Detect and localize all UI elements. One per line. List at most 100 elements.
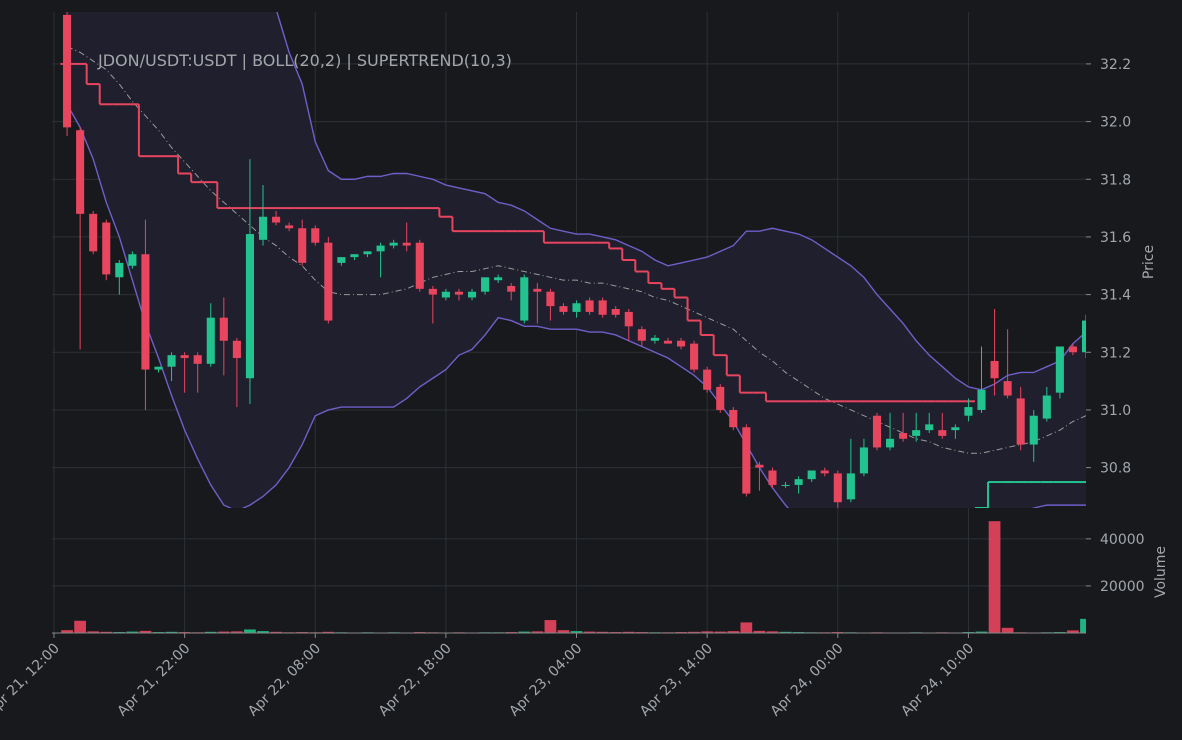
- candle-body: [755, 464, 764, 468]
- candle-body: [415, 242, 424, 289]
- candle-body: [128, 254, 137, 266]
- volume-bar: [100, 631, 113, 633]
- volume-bar: [766, 631, 779, 633]
- candle-body: [1029, 415, 1038, 445]
- candle-body: [494, 277, 503, 281]
- volume-bar: [779, 631, 792, 633]
- candle-body: [428, 288, 437, 295]
- candle-body: [167, 355, 176, 367]
- candle-body: [285, 225, 294, 229]
- volume-bar: [557, 630, 570, 633]
- candle-body: [324, 242, 333, 321]
- candle-body: [807, 470, 816, 480]
- candle-body: [1081, 320, 1086, 353]
- volume-bar: [544, 620, 557, 633]
- volume-bar: [74, 620, 87, 633]
- candle-body: [938, 430, 947, 436]
- candle-body: [846, 473, 855, 500]
- candle-body: [794, 479, 803, 485]
- candle-body: [115, 262, 124, 278]
- volume-bar: [126, 631, 139, 633]
- candle-body: [467, 291, 477, 298]
- y-tick-label: 30.8: [1100, 461, 1131, 477]
- candle-body: [676, 340, 686, 347]
- volume-bar: [231, 631, 243, 633]
- candle-body: [154, 366, 163, 370]
- candle-body: [219, 317, 228, 341]
- y-tick-label: 31.6: [1100, 230, 1131, 246]
- volume-bar: [596, 631, 609, 633]
- candle-body: [520, 277, 529, 321]
- candle-body: [611, 309, 620, 315]
- candle-body: [899, 433, 908, 439]
- volume-bar: [570, 631, 583, 633]
- y2-axis-label: Volume: [1153, 546, 1169, 598]
- candle-body: [363, 251, 372, 255]
- candle-body: [703, 369, 712, 390]
- candle-body: [585, 300, 594, 312]
- candle-body: [376, 245, 385, 252]
- candle-body: [690, 343, 699, 370]
- y-tick-label: 31.0: [1100, 403, 1131, 419]
- candle-body: [886, 438, 895, 448]
- y2-tick-label: 20000: [1100, 579, 1145, 595]
- volume-bar: [622, 631, 635, 633]
- candle-body: [245, 234, 254, 379]
- candle-body: [663, 340, 673, 344]
- x-tick-label: Apr 24, 10:00: [898, 641, 977, 720]
- candle-body: [1055, 346, 1064, 393]
- candle-body: [716, 386, 725, 410]
- x-tick-label: Apr 23, 14:00: [637, 641, 716, 720]
- volume-bar: [753, 630, 766, 633]
- candle-body: [977, 389, 986, 410]
- candle-body: [1068, 346, 1077, 353]
- volume-bar: [217, 631, 230, 633]
- candle-body: [820, 470, 829, 474]
- candle-body: [637, 329, 646, 341]
- x-tick-label: Apr 21, 12:00: [0, 641, 63, 720]
- candle-body: [768, 470, 777, 485]
- boll-lower: [66, 103, 1086, 508]
- volume-bar: [61, 630, 73, 633]
- candle-body: [389, 242, 398, 246]
- candle-body: [89, 213, 98, 252]
- volume-bar: [1067, 630, 1079, 633]
- candle-body: [232, 340, 241, 359]
- volume-bar: [714, 631, 727, 633]
- volume-bar: [975, 631, 988, 633]
- candle-body: [350, 254, 359, 258]
- candle-body: [872, 415, 882, 448]
- y-tick-label: 31.2: [1100, 345, 1131, 361]
- candle-body: [546, 291, 555, 307]
- candle-body: [1016, 398, 1025, 445]
- x-tick-label: Apr 21, 22:00: [114, 641, 193, 720]
- volume-bar: [518, 631, 531, 633]
- candle-body: [507, 285, 516, 292]
- candle-body: [781, 484, 790, 486]
- candle-body: [272, 216, 281, 223]
- chart-title: JDON/USDT:USDT | BOLL(20,2) | SUPERTREND…: [97, 51, 512, 70]
- x-tick-label: Apr 22, 18:00: [376, 641, 455, 720]
- x-tick-label: Apr 24, 00:00: [768, 641, 847, 720]
- candle-body: [964, 407, 973, 416]
- volume-bar: [244, 629, 256, 633]
- y-tick-label: 32.2: [1100, 57, 1131, 73]
- band-fill: [67, 12, 1086, 508]
- volume-bar: [204, 631, 217, 633]
- candle-body: [193, 355, 202, 364]
- price-panel: [60, 12, 1086, 508]
- y2-tick-label: 40000: [1100, 532, 1145, 548]
- candle-body: [742, 427, 751, 494]
- candle-body: [624, 311, 633, 327]
- volume-bar: [688, 631, 700, 633]
- candle-body: [1042, 395, 1051, 419]
- volume-bar: [165, 631, 178, 633]
- candle-body: [441, 291, 450, 298]
- candle-body: [258, 216, 268, 240]
- candle-body: [912, 430, 921, 436]
- candle-body: [102, 222, 111, 275]
- volume-bar: [257, 631, 269, 633]
- candle-body: [1003, 381, 1012, 396]
